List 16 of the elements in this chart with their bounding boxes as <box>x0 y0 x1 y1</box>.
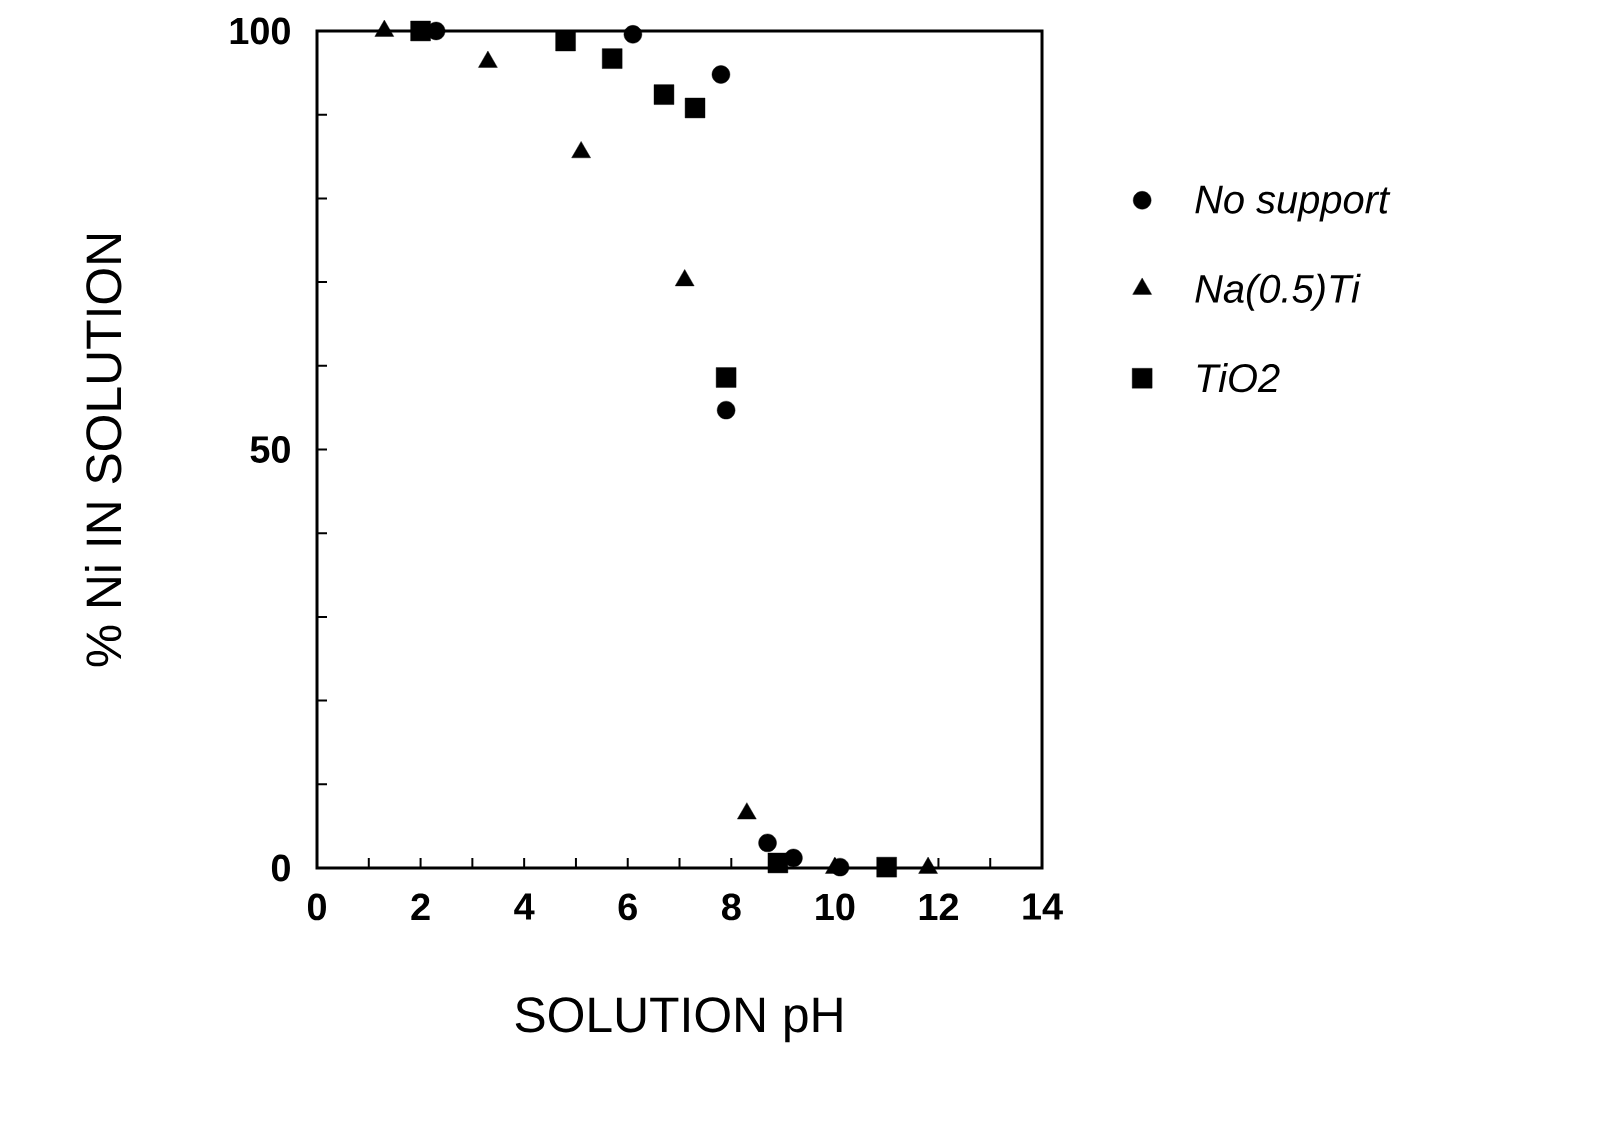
y-tick-label: 0 <box>271 854 290 882</box>
legend-label: Na(0.5)Ti <box>1195 273 1361 311</box>
x-tick-label: 4 <box>514 893 535 920</box>
legend-label: No support <box>1195 185 1391 222</box>
x-tick-label: 0 <box>307 893 326 921</box>
y-axis-title: % Ni IN SOLUTION <box>84 234 122 667</box>
x-tick-label: 10 <box>816 893 855 921</box>
x-tick-label: 14 <box>1023 893 1063 920</box>
x-tick-label: 12 <box>919 893 958 920</box>
y-tick-label: 50 <box>250 436 290 463</box>
x-axis-title: SOLUTION pH <box>515 997 842 1043</box>
legend-label: TiO2 <box>1197 363 1280 393</box>
x-tick-label: 2 <box>411 893 430 920</box>
x-tick-label: 6 <box>618 893 637 921</box>
x-tick-label: 8 <box>721 893 741 921</box>
y-tick-label: 100 <box>230 17 290 45</box>
